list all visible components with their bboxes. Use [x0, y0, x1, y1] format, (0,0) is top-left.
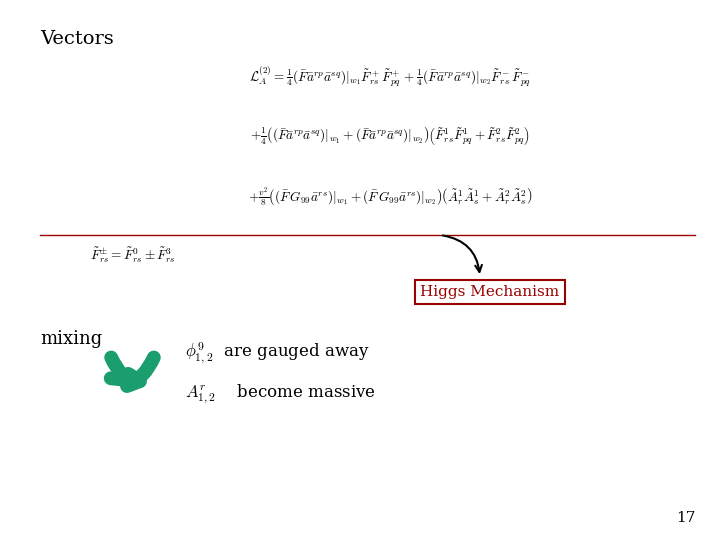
Text: $\mathcal{L}_A^{(2)} = \frac{1}{4}(\bar{F}\bar{a}^{rp}\bar{a}^{sq})|_{w_1}\tilde: $\mathcal{L}_A^{(2)} = \frac{1}{4}(\bar{…: [249, 65, 531, 89]
Text: Vectors: Vectors: [40, 30, 114, 48]
Text: $\phi^9_{1,2}$  are gauged away: $\phi^9_{1,2}$ are gauged away: [185, 340, 369, 364]
Text: $A^r_{1,2}$    become massive: $A^r_{1,2}$ become massive: [185, 382, 376, 405]
Text: mixing: mixing: [40, 330, 102, 348]
Text: 17: 17: [675, 511, 695, 525]
Text: $\tilde{F}^{\pm}_{rs} = \tilde{F}^0_{rs} \pm \tilde{F}^3_{rs}$: $\tilde{F}^{\pm}_{rs} = \tilde{F}^0_{rs}…: [90, 245, 176, 265]
Text: $+ \frac{1}{4}\left((\bar{F}\bar{a}^{rp}\bar{a}^{sq})|_{w_1} + (\bar{F}\bar{a}^{: $+ \frac{1}{4}\left((\bar{F}\bar{a}^{rp}…: [250, 125, 530, 147]
Text: $+ \frac{v^2}{8}\left((\bar{F}\, G_{99}\bar{a}^{rs})|_{w_1} + (\bar{F}\, G_{99}\: $+ \frac{v^2}{8}\left((\bar{F}\, G_{99}\…: [248, 185, 532, 208]
Text: Higgs Mechanism: Higgs Mechanism: [420, 285, 559, 299]
